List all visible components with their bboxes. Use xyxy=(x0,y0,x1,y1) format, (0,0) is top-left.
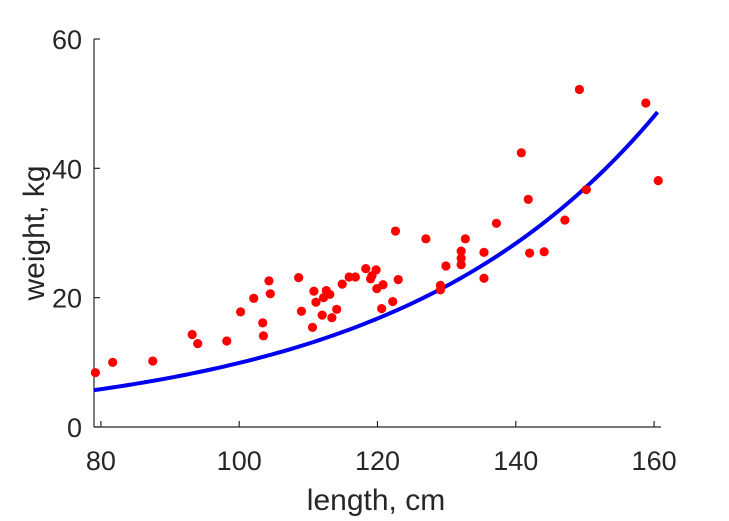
data-point xyxy=(456,246,466,256)
data-point xyxy=(317,310,327,320)
data-point xyxy=(479,273,489,283)
axes xyxy=(93,38,661,428)
data-point xyxy=(332,304,342,314)
data-point xyxy=(307,322,318,333)
data-point xyxy=(441,261,451,271)
data-point xyxy=(325,289,335,300)
data-points-layer xyxy=(90,84,663,378)
data-point xyxy=(581,185,591,195)
y-axis-label: weight, kg xyxy=(18,165,51,301)
data-point xyxy=(249,293,259,303)
data-point xyxy=(265,289,275,299)
data-point xyxy=(350,272,360,282)
data-point xyxy=(641,98,651,108)
y-tick-label: 20 xyxy=(52,284,82,314)
data-point xyxy=(90,368,100,378)
data-point xyxy=(390,226,401,236)
data-point xyxy=(327,313,337,323)
data-point xyxy=(456,253,466,263)
data-point xyxy=(435,280,446,290)
data-point xyxy=(108,357,118,367)
data-point xyxy=(296,306,307,316)
fit-curve xyxy=(93,110,660,393)
data-point xyxy=(258,318,268,328)
y-tick-label: 60 xyxy=(52,25,82,55)
data-point xyxy=(193,338,203,349)
data-point xyxy=(361,263,371,274)
y-tick-label: 40 xyxy=(52,154,82,184)
data-point xyxy=(393,274,403,285)
data-point xyxy=(264,276,274,286)
data-point xyxy=(525,248,535,258)
data-point xyxy=(337,279,347,289)
data-point xyxy=(371,265,381,275)
data-point xyxy=(258,331,269,341)
data-point xyxy=(222,336,232,346)
x-tick-label: 160 xyxy=(632,446,677,476)
data-point xyxy=(235,307,246,317)
data-point xyxy=(560,215,570,225)
x-tick-label: 80 xyxy=(86,446,116,476)
x-tick-label: 140 xyxy=(493,446,538,476)
data-point xyxy=(377,304,387,314)
data-point xyxy=(311,297,321,307)
data-point xyxy=(378,280,388,290)
data-point xyxy=(479,247,489,257)
data-point xyxy=(523,194,533,204)
fit-curve-layer xyxy=(93,110,660,393)
data-point xyxy=(460,234,470,244)
data-point xyxy=(539,247,549,257)
x-tick-label: 120 xyxy=(355,446,400,476)
data-point xyxy=(148,356,158,366)
data-point xyxy=(309,286,319,296)
data-point xyxy=(187,329,197,340)
x-axis-label: length, cm xyxy=(307,484,445,517)
data-point xyxy=(516,148,526,158)
data-point xyxy=(421,234,431,244)
data-point xyxy=(574,84,585,95)
data-point xyxy=(491,218,502,228)
data-point xyxy=(456,260,466,270)
data-point xyxy=(294,273,304,283)
y-tick-label: 0 xyxy=(67,413,82,443)
data-point xyxy=(653,176,663,186)
x-tick-label: 100 xyxy=(217,446,262,476)
tick-labels-layer: 80 100 120 140 160 0 20 40 60 xyxy=(52,25,677,476)
data-point xyxy=(388,296,398,307)
